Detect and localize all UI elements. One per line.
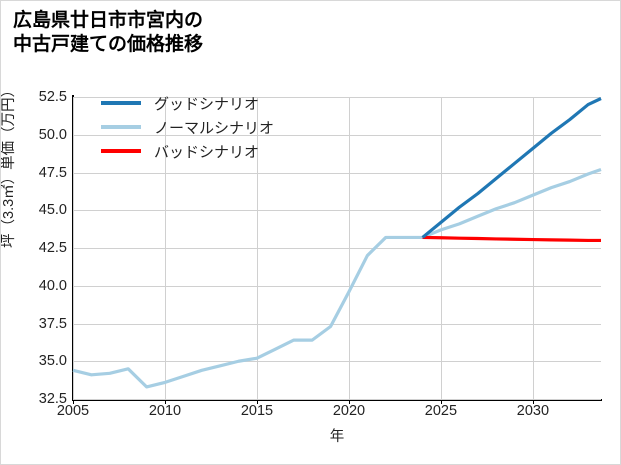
series-line [421, 97, 602, 239]
legend-label: グッドシナリオ [154, 95, 260, 113]
y-tick-label: 37.5 [38, 315, 67, 332]
gridline-horizontal [73, 210, 601, 212]
series-line [72, 167, 602, 389]
x-tick-mark [73, 400, 74, 404]
gridline-horizontal [73, 361, 601, 363]
legend-item-bad-scenario: バッドシナリオ [101, 139, 331, 163]
legend-swatch-icon [101, 101, 141, 105]
legend-label: バッドシナリオ [154, 143, 260, 161]
gridline-vertical [440, 97, 442, 399]
x-tick-mark [164, 400, 166, 404]
x-tick-mark [256, 400, 258, 404]
plot-area [72, 97, 602, 400]
y-tick-label: 40.0 [38, 277, 67, 294]
y-tick-label: 45.0 [38, 202, 67, 219]
gridline-vertical [164, 97, 166, 399]
legend-swatch-icon [101, 125, 141, 129]
x-tick-label: 2005 [56, 403, 90, 419]
gridline-horizontal [73, 399, 601, 400]
series-lines [72, 97, 602, 389]
x-tick-label: 2015 [240, 403, 274, 419]
y-tick-label: 42.5 [38, 240, 67, 256]
legend-label: ノーマルシナリオ [154, 119, 275, 137]
gridline-vertical [532, 97, 534, 399]
gridline-horizontal [73, 172, 601, 174]
gridline-vertical [73, 97, 74, 399]
x-tick-label: 2025 [424, 403, 458, 419]
gridline-horizontal [73, 97, 601, 98]
gridline-horizontal [73, 134, 601, 136]
y-axis-label: 坪（3.3㎡）単価（万円） [1, 82, 17, 248]
chart-title: 広島県廿日市市宮内の 中古戸建ての価格推移 [13, 10, 204, 56]
y-tick-label: 50.0 [38, 126, 67, 143]
x-axis-label: 年 [329, 429, 345, 445]
y-tick-label: 32.5 [38, 391, 67, 407]
gridline-horizontal [73, 285, 601, 287]
x-tick-label: 2030 [516, 403, 550, 419]
x-tick-mark [348, 400, 350, 404]
gridline-horizontal [73, 323, 601, 325]
legend-item-normal-scenario: ノーマルシナリオ [101, 115, 331, 139]
x-tick-label: 2010 [148, 403, 182, 419]
y-tick-label: 35.0 [38, 353, 67, 370]
legend-swatch-icon [101, 149, 141, 153]
x-tick-mark [532, 400, 534, 404]
x-tick-mark [440, 400, 442, 404]
legend-item-good-scenario: グッドシナリオ [101, 91, 331, 115]
gridline-vertical [348, 97, 350, 399]
gridline-horizontal [73, 248, 601, 249]
x-axis-spine [72, 399, 602, 401]
x-tick-label: 2020 [332, 403, 366, 419]
gridline-vertical [256, 97, 258, 399]
chart-legend: グッドシナリオ ノーマルシナリオ バッドシナリオ [101, 91, 331, 163]
series-line [422, 235, 601, 243]
y-tick-label: 47.5 [38, 164, 67, 181]
y-axis-tick-labels: 32.5 35.0 37.5 40.0 42.5 45.0 47.5 50.0 52.5 [1, 1, 67, 464]
y-tick-label: 52.5 [38, 89, 67, 105]
